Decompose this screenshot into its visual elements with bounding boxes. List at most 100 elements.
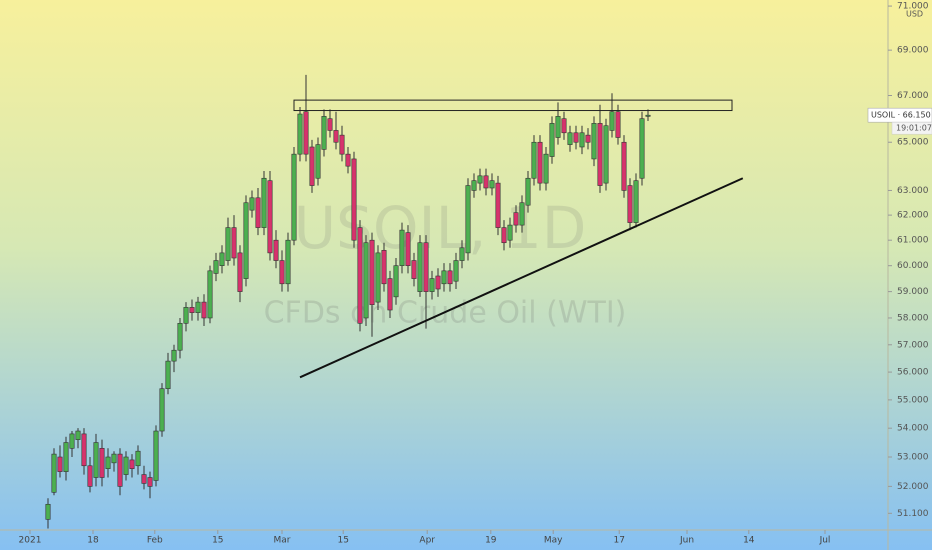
- y-tick-label: 55.000: [897, 395, 929, 405]
- candle-body: [447, 270, 453, 285]
- y-tick-label: 60.000: [897, 261, 929, 271]
- y-tick-label: 69.000: [897, 46, 929, 56]
- candle-body: [645, 114, 651, 117]
- candle-body: [231, 227, 237, 259]
- candle-body: [375, 252, 381, 303]
- candle-body: [513, 212, 519, 226]
- candle-body: [123, 456, 129, 475]
- x-tick-label: 18: [87, 536, 99, 546]
- candle-body: [579, 132, 585, 148]
- x-tick-label: 15: [337, 536, 348, 546]
- candle-body: [297, 113, 303, 155]
- candle-body: [399, 229, 405, 266]
- candle-body: [369, 239, 375, 306]
- x-tick-label: Jul: [819, 536, 831, 546]
- candle-body: [141, 474, 147, 484]
- x-tick-label: 17: [613, 536, 624, 546]
- candle-body: [177, 322, 183, 351]
- candle-body: [411, 260, 417, 279]
- candle-body: [309, 146, 315, 186]
- candle-body: [525, 177, 531, 206]
- y-tick-label: 61.000: [897, 236, 929, 246]
- candle-body: [597, 123, 603, 186]
- watermark: USOIL, 1D: [294, 194, 587, 262]
- x-tick-label: Feb: [147, 536, 163, 546]
- candle-body: [129, 459, 135, 469]
- y-tick-label: 56.000: [897, 368, 929, 378]
- currency: USD: [906, 10, 923, 19]
- candle-body: [405, 232, 411, 266]
- candle-body: [633, 180, 639, 223]
- candle-body: [243, 202, 249, 279]
- candle-body: [621, 141, 627, 191]
- candle-body: [507, 224, 513, 241]
- x-tick-label: 15: [212, 536, 223, 546]
- candle-body: [465, 185, 471, 254]
- candle-body: [543, 153, 549, 184]
- candle-body: [639, 118, 645, 179]
- candle-body: [441, 270, 447, 285]
- candle-body: [57, 456, 63, 472]
- candle-body: [75, 430, 81, 440]
- candle-body: [549, 123, 555, 157]
- candle-body: [189, 307, 195, 313]
- y-tick-label: 51.100: [897, 509, 929, 519]
- candle-body: [321, 116, 327, 150]
- candle-body: [87, 465, 93, 487]
- x-tick-label: Apr: [419, 536, 435, 546]
- candle-body: [501, 227, 507, 244]
- candle-body: [267, 180, 273, 254]
- candle-body: [135, 450, 141, 467]
- candle-body: [213, 260, 219, 274]
- candle-body: [207, 270, 213, 319]
- candle-body: [261, 177, 267, 228]
- candle-body: [609, 111, 615, 131]
- candle-body: [615, 111, 621, 138]
- x-tick-label: Mar: [274, 536, 291, 546]
- candle-body: [627, 185, 633, 223]
- y-tick-label: 58.000: [897, 313, 929, 323]
- candle-body: [435, 275, 441, 290]
- candle-body: [357, 227, 363, 324]
- candle-body: [249, 197, 255, 211]
- candle-body: [561, 118, 567, 134]
- candle-body: [291, 153, 297, 241]
- candle-body: [117, 453, 123, 487]
- candle-body: [381, 250, 387, 285]
- candle-body: [477, 175, 483, 184]
- y-tick-label: 54.000: [897, 424, 929, 434]
- x-tick-label: 2021: [19, 536, 42, 546]
- candle-body: [429, 278, 435, 292]
- plot: [45, 74, 744, 529]
- y-tick-label: 53.000: [897, 453, 929, 463]
- candle-body: [183, 307, 189, 324]
- candle-body: [567, 132, 573, 145]
- candle-body: [351, 158, 357, 241]
- candle-body: [93, 442, 99, 478]
- candle-body: [273, 239, 279, 261]
- x-tick-label: 19: [485, 536, 497, 546]
- candle-body: [159, 388, 165, 432]
- candle-body: [165, 360, 171, 390]
- candle-body: [345, 153, 351, 167]
- candle-body: [201, 301, 207, 319]
- candle-body: [171, 349, 177, 362]
- candle-body: [303, 111, 309, 155]
- candle-body: [111, 453, 117, 464]
- candle-body: [105, 456, 111, 469]
- candle-body: [537, 141, 543, 184]
- candle-body: [489, 180, 495, 189]
- candle-body: [45, 503, 51, 520]
- candle-body: [195, 301, 201, 313]
- y-tick-label: 57.000: [897, 340, 929, 350]
- trendline: [299, 177, 744, 379]
- y-tick-label: 67.000: [897, 91, 929, 101]
- candle-body: [531, 141, 537, 179]
- candle-body: [99, 448, 105, 478]
- countdown: 19:01:07: [896, 124, 932, 133]
- candle-body: [219, 252, 225, 266]
- y-tick-label: 52.000: [897, 482, 929, 492]
- candle-body: [81, 433, 87, 467]
